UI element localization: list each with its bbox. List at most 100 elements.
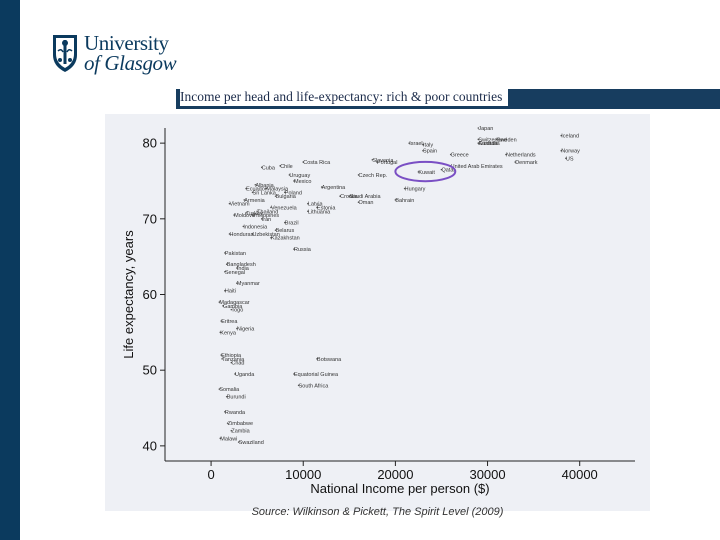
data-point-label: Russia: [294, 247, 312, 253]
y-tick-label: 50: [143, 363, 157, 378]
data-point: [371, 158, 374, 161]
data-point: [245, 187, 247, 190]
data-point-label: Estonia: [317, 205, 336, 211]
data-point-label: Philippines: [253, 213, 280, 219]
data-point: [220, 354, 223, 356]
data-point: [260, 166, 263, 169]
data-point: [293, 248, 295, 250]
data-point: [230, 361, 233, 364]
data-point: [320, 186, 323, 188]
data-point: [495, 138, 498, 141]
data-point: [221, 358, 223, 360]
data-point-label: Portugal: [377, 160, 398, 166]
data-point-label: Iceland: [561, 134, 579, 140]
data-point: [251, 233, 254, 235]
data-point-label: Poland: [285, 190, 302, 196]
data-point: [316, 206, 318, 209]
data-point-label: Thailand: [257, 209, 278, 215]
data-point: [230, 429, 233, 432]
data-point: [514, 161, 516, 163]
data-point-label: Rwanda: [225, 410, 246, 416]
data-point-label: Canada: [478, 141, 498, 147]
data-point: [348, 195, 351, 197]
scatter-chart: 40 50 60 70 80 0 10000 20000 30000 40000 National …: [121, 126, 635, 496]
data-point: [256, 210, 258, 213]
x-axis-title: National Income per person ($): [310, 481, 489, 496]
data-point: [226, 422, 229, 424]
data-point: [222, 305, 224, 307]
data-point: [251, 191, 254, 194]
data-point-label: Turkey: [246, 211, 263, 217]
data-point: [565, 157, 567, 160]
logo-line-1: University: [84, 31, 169, 55]
data-point-label: Tanzania: [222, 357, 245, 363]
data-point-label: Gambia: [223, 304, 243, 310]
data-point-label: Nigeria: [237, 327, 255, 333]
data-point-label: Madagascar: [219, 300, 249, 306]
data-point: [284, 221, 286, 224]
chart-panel: 40 50 60 70 80 0 10000 20000 30000 40000 National …: [105, 114, 650, 511]
data-point-label: Argentina: [322, 185, 346, 191]
data-point-label: Lithuania: [308, 209, 331, 215]
data-point: [297, 384, 300, 387]
x-tick-label: 0: [207, 467, 214, 482]
data-point-label: Sri Lanka: [253, 190, 277, 196]
data-point: [274, 229, 277, 231]
data-point: [307, 202, 309, 205]
data-point: [376, 161, 378, 163]
data-point-label: Netherlands: [506, 152, 536, 158]
data-point-label: Norway: [561, 149, 580, 155]
data-point-label: Belarus: [276, 228, 295, 234]
data-point-label: Japan: [478, 126, 493, 132]
y-axis-title: Life expectancy, years: [121, 230, 136, 359]
data-point: [228, 233, 231, 235]
data-point-label: Botswana: [317, 357, 342, 363]
x-tick-label: 40000: [562, 467, 598, 482]
data-point-label: South Africa: [299, 383, 330, 389]
data-point-label: Uganda: [235, 372, 255, 378]
data-point-label: Venezuela: [271, 205, 298, 211]
data-point-label: Cuba: [262, 165, 276, 171]
logo-line-2: of Glasgow: [84, 51, 177, 75]
data-point-label: Haiti: [225, 289, 236, 295]
data-point-label: Ecuador: [246, 187, 267, 193]
data-point: [220, 320, 223, 322]
data-point-label: Chile: [280, 164, 293, 170]
data-point-label: Israel: [409, 141, 422, 147]
data-point-label: Swaziland: [239, 440, 264, 446]
data-point: [224, 270, 226, 273]
data-point-label: Slovenia: [372, 158, 394, 164]
data-point-label: Italy: [423, 143, 433, 149]
highlight-ellipse: [394, 160, 457, 183]
data-point-label: Malaysia: [266, 187, 289, 193]
data-point: [225, 263, 228, 266]
data-point-label: Zimbabwe: [228, 421, 253, 427]
data-point: [251, 214, 254, 216]
data-point: [357, 201, 360, 203]
data-point-label: Eritrea: [221, 319, 238, 325]
data-point: [218, 301, 221, 303]
data-point: [284, 191, 286, 194]
data-point-label: Myanmar: [237, 281, 260, 287]
data-point-label: Honduras: [230, 232, 254, 238]
data-point-label: Sweden: [497, 137, 517, 143]
data-point-label: Kuwait: [418, 170, 435, 176]
university-logo: University of Glasgow: [52, 33, 182, 75]
data-point: [260, 218, 263, 220]
data-point-label: Uruguay: [289, 173, 310, 179]
x-tick-label: 20000: [377, 467, 413, 482]
data-point-label: Indonesia: [243, 224, 268, 230]
data-point-label: Somalia: [219, 387, 240, 393]
data-point-label: Brazil: [285, 221, 299, 227]
data-point: [254, 183, 257, 186]
data-point: [218, 388, 221, 390]
data-point-label: Hungary: [405, 187, 426, 193]
data-point-label: Vietnam: [230, 202, 250, 208]
data-point: [242, 225, 245, 228]
data-point: [357, 174, 360, 176]
data-point-label: Switzerland: [478, 137, 506, 143]
data-point: [417, 171, 420, 173]
data-point: [219, 331, 222, 334]
data-point: [302, 161, 305, 163]
data-point: [477, 127, 480, 129]
